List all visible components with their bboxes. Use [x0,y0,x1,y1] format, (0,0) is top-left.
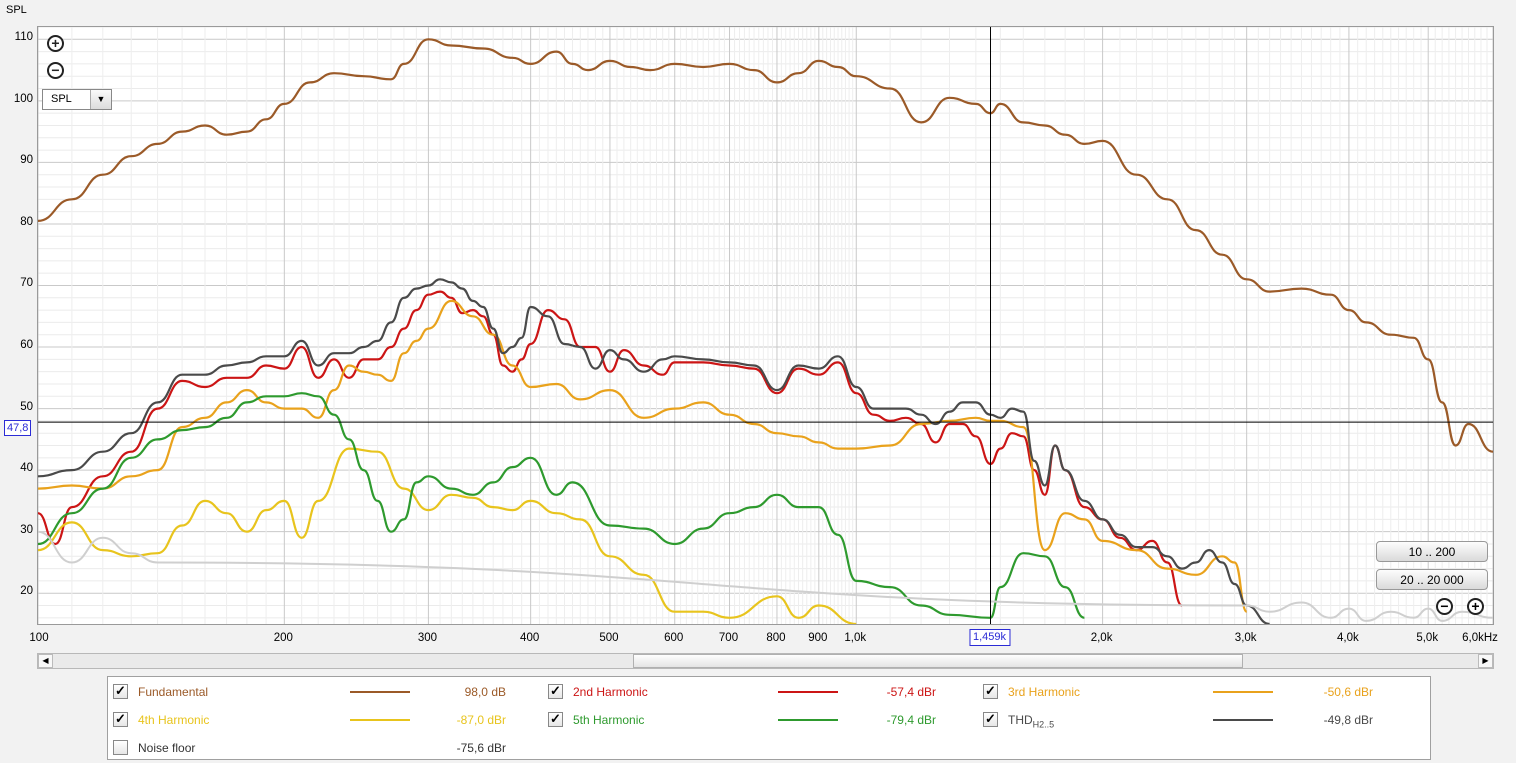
y-tick-label: 40 [20,462,33,475]
legend-value: 98,0 dB [464,685,506,699]
chart-svg [38,27,1493,624]
x-tick-label: 600 [664,632,684,644]
checkbox-thd[interactable]: ✓ [983,712,998,727]
legend-value: -57,4 dBr [886,685,936,699]
legend-label: Fundamental [138,685,209,699]
legend-label-sub: H2..5 [1032,719,1055,730]
x-tick-label: 1,0k [844,632,867,644]
measure-select[interactable]: SPL ▼ [42,89,112,110]
legend-value: -75,6 dBr [456,741,506,755]
legend-swatch [350,719,410,721]
scroll-right-icon[interactable]: ▶ [1478,654,1493,668]
series-thd-line [38,278,1270,624]
measure-select-value: SPL [51,93,72,105]
legend-label: 3rd Harmonic [1008,685,1081,699]
legend-swatch [1213,691,1273,693]
x-tick-label: 5,0k [1416,632,1439,644]
series-2nd-harmonic-line [38,290,1183,607]
legend: ✓ Fundamental 98,0 dB ✓ 2nd Harmonic -57… [107,676,1431,760]
scroll-left-icon[interactable]: ◀ [38,654,53,668]
cursor-x-readout: 1,459k [968,629,1011,646]
zoom-out-y-icon[interactable]: − [1436,598,1453,615]
legend-swatch [778,691,838,693]
checkbox-noise-floor[interactable] [113,740,128,755]
legend-label: Noise floor [138,741,196,755]
y-tick-label: 20 [20,585,33,598]
y-axis-title: SPL [6,4,27,16]
x-tick-label: 4,0k [1337,632,1359,644]
checkbox-2nd-harmonic[interactable]: ✓ [548,684,563,699]
checkbox-4th-harmonic[interactable]: ✓ [113,712,128,727]
x-tick-label: 6,0kHz [1462,632,1498,644]
series-4th-harmonic-line [38,447,857,624]
range-button-10-200[interactable]: 10 .. 200 [1376,541,1488,562]
series-noise-floor-line [38,530,1493,622]
x-tick-label: 3,0k [1234,632,1257,644]
legend-value: -49,8 dBr [1323,713,1373,727]
zoom-in-y-icon[interactable]: + [1467,598,1484,615]
checkbox-3rd-harmonic[interactable]: ✓ [983,684,998,699]
legend-label: 5th Harmonic [573,713,645,727]
x-tick-label: 700 [718,632,739,644]
x-tick-label: 800 [766,632,786,644]
x-tick-label: 200 [273,632,293,644]
y-tick-label: 110 [14,31,33,44]
y-tick-label: 50 [20,400,33,413]
legend-value: -87,0 dBr [456,713,506,727]
series-3rd-harmonic-line [38,299,1248,613]
legend-value: -79,4 dBr [886,713,936,727]
x-tick-label: 900 [808,632,828,644]
legend-label: 2nd Harmonic [573,685,648,699]
y-tick-label: 30 [20,523,33,536]
checkbox-5th-harmonic[interactable]: ✓ [548,712,563,727]
legend-value: -50,6 dBr [1323,685,1373,699]
legend-label: 4th Harmonic [138,713,210,727]
chevron-down-icon[interactable]: ▼ [90,90,111,109]
horizontal-scrollbar[interactable]: ◀ ▶ [37,653,1494,669]
range-button-20-20000[interactable]: 20 .. 20 000 [1376,569,1488,590]
legend-swatch [778,719,838,721]
y-tick-label: 100 [13,92,33,105]
y-tick-label: 70 [20,277,33,290]
cursor-y-readout: 47,8 [4,420,32,436]
scroll-thumb[interactable] [633,654,1243,668]
x-tick-label: 500 [599,632,619,644]
x-tick-label: 400 [520,632,540,644]
x-tick-label: 300 [417,632,437,644]
checkbox-fundamental[interactable]: ✓ [113,684,128,699]
legend-swatch [1213,719,1273,721]
legend-label-main: THD [1008,713,1033,727]
plot-area[interactable]: + − SPL ▼ 10 .. 200 20 .. 20 000 − + [37,26,1494,625]
series-5th-harmonic-line [38,392,1085,619]
zoom-out-icon[interactable]: − [47,62,64,79]
legend-label: THDH2..5 [1008,713,1054,729]
series-fundamental-line [38,38,1493,453]
y-tick-label: 80 [20,215,33,228]
x-tick-label: 100 [29,632,49,644]
legend-swatch [350,691,410,693]
y-tick-label: 60 [20,339,33,352]
zoom-in-icon[interactable]: + [47,35,64,52]
y-tick-label: 90 [20,154,33,167]
x-tick-label: 2,0k [1090,632,1113,644]
